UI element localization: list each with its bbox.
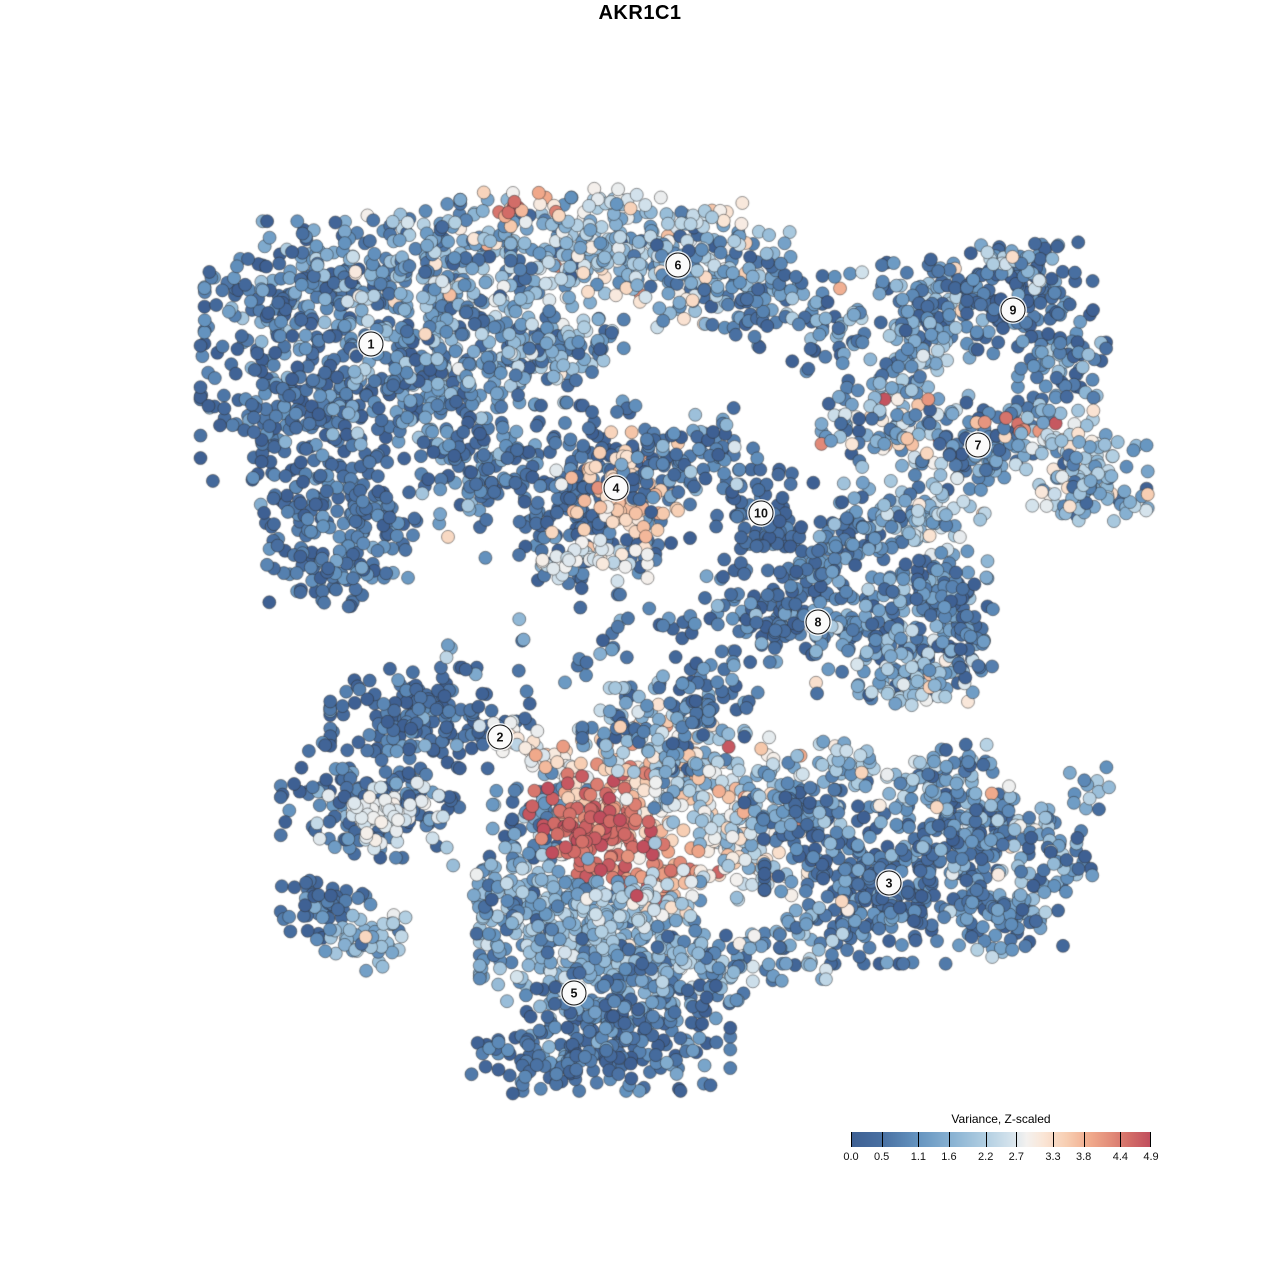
colorbar-tick-label: 2.2 — [978, 1151, 994, 1163]
colorbar-tick-mark — [1016, 1132, 1018, 1147]
colorbar-tick-mark — [985, 1132, 987, 1147]
colorbar-tick-mark — [1083, 1132, 1085, 1147]
colorbar-tick-label: 3.8 — [1075, 1151, 1092, 1163]
colorbar-gradient — [851, 1132, 1151, 1147]
colorbar-tick-label: 4.4 — [1112, 1151, 1129, 1163]
colorbar-tick-mark — [851, 1132, 852, 1147]
colorbar-tick-label: 0.0 — [843, 1151, 859, 1163]
colorbar-tick-label: 0.5 — [873, 1151, 890, 1163]
colorbar-tick-mark — [1120, 1132, 1122, 1147]
colorbar-tick-label: 3.3 — [1045, 1151, 1061, 1163]
colorbar-tick-label: 1.1 — [910, 1151, 926, 1163]
colorbar-tick-label: 1.6 — [941, 1151, 957, 1163]
colorbar-tick-mark — [881, 1132, 883, 1147]
colorbar-tick-label: 2.7 — [1008, 1151, 1024, 1163]
colorbar-tick-mark — [1053, 1132, 1055, 1147]
colorbar-tick-label: 4.9 — [1143, 1151, 1159, 1163]
colorbar-tick-mark — [1150, 1132, 1151, 1147]
legend-title: Variance, Z-scaled — [951, 1112, 1051, 1126]
colorbar-tick-mark — [948, 1132, 950, 1147]
colorbar-tick-mark — [918, 1132, 920, 1147]
